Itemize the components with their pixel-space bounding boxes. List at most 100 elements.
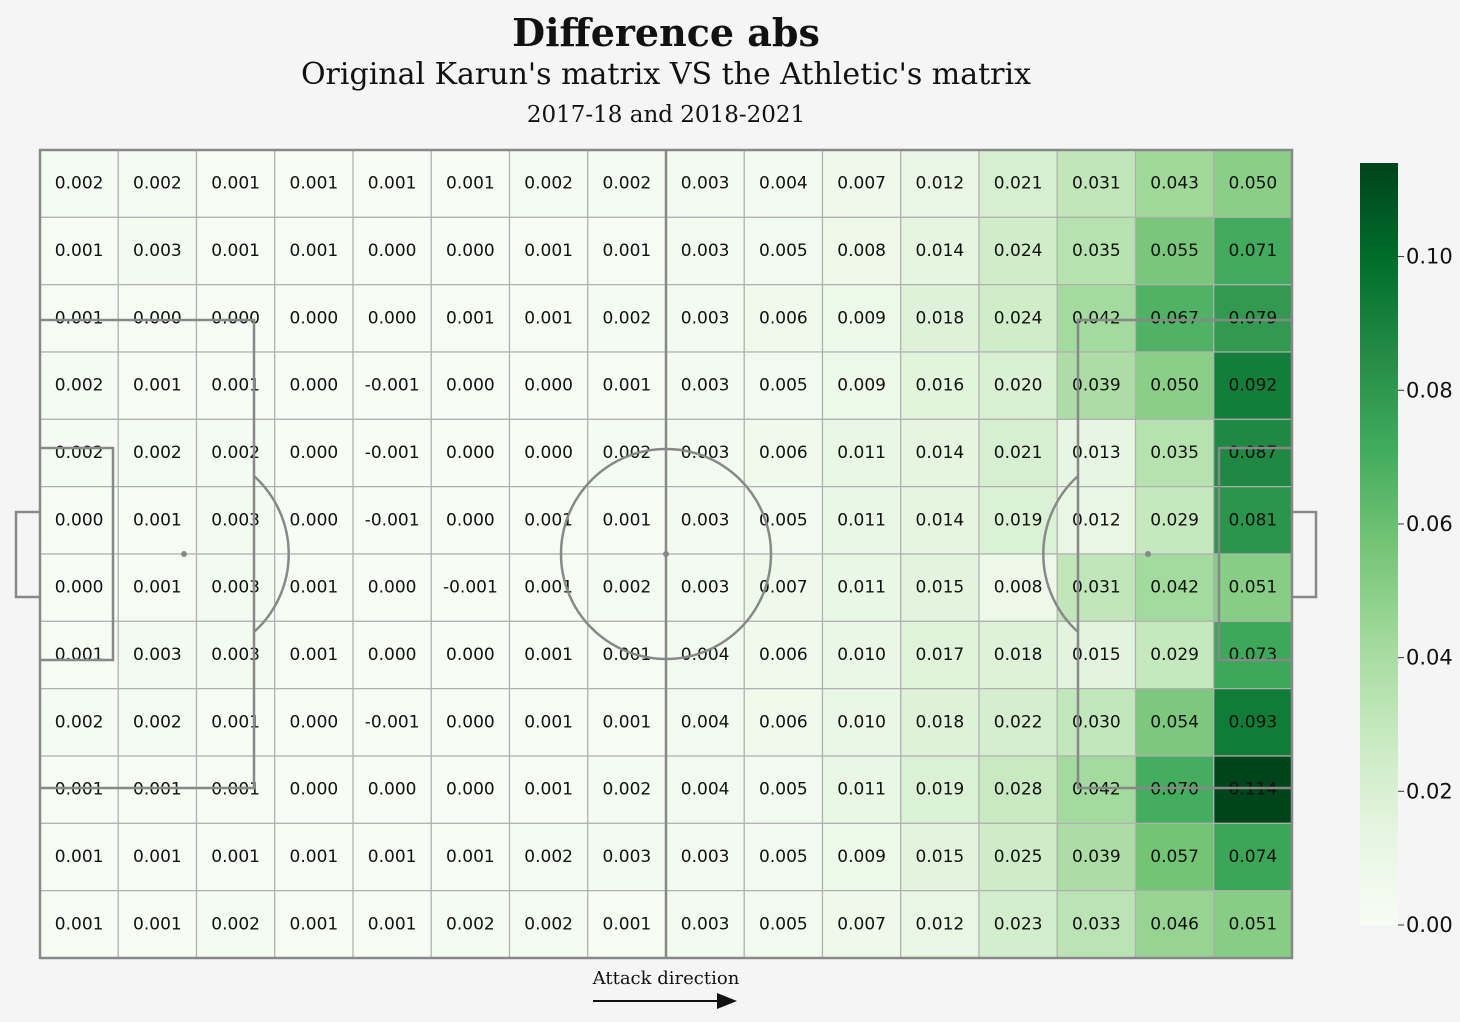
cell-value-label: 0.042	[1150, 578, 1199, 598]
heatmap-cell	[430, 822, 511, 892]
right-penalty-arc	[1042, 475, 1079, 633]
heatmap-cell	[587, 620, 667, 690]
cell-value-label: 0.006	[759, 645, 808, 665]
heatmap-cell	[1134, 755, 1215, 824]
heatmap-cell	[978, 284, 1058, 353]
heatmap-cell	[117, 351, 198, 420]
cell-value-label: 0.092	[1229, 376, 1278, 396]
colorbar-tick-label: 0.00	[1406, 913, 1453, 937]
cell-value-label: 0.001	[290, 174, 339, 194]
heatmap-cell	[1056, 486, 1137, 555]
heatmap-cell	[1056, 822, 1137, 892]
cell-value-label: 0.067	[1150, 308, 1199, 328]
heatmap-cell	[39, 486, 119, 555]
heatmap-cell	[508, 890, 589, 959]
heatmap-cell	[978, 620, 1058, 690]
heatmap-cell	[1056, 216, 1137, 286]
heatmap-cell	[1134, 486, 1215, 555]
heatmap-cell	[900, 553, 980, 622]
heatmap-cell	[117, 890, 198, 959]
heatmap-cell	[508, 418, 589, 488]
cell-value-label: 0.011	[837, 578, 886, 598]
cell-value-label: 0.114	[1229, 780, 1278, 800]
colorbar-tick-label: 0.08	[1406, 378, 1453, 402]
heatmap-cell	[1213, 822, 1293, 892]
heatmap-cell	[900, 688, 980, 757]
cell-value-label: -0.001	[365, 443, 420, 463]
cell-value-label: 0.000	[446, 376, 495, 396]
cell-value-label: 0.000	[446, 645, 495, 665]
cell-value-label: 0.002	[211, 443, 260, 463]
cell-value-label: 0.000	[368, 241, 417, 261]
cell-value-label: 0.007	[837, 174, 886, 194]
cell-value-label: 0.001	[524, 712, 573, 732]
heatmap-cell	[352, 486, 432, 555]
colorbar-tick-label: 0.10	[1406, 245, 1453, 269]
cell-value-label: 0.000	[55, 510, 104, 530]
cell-value-label: 0.000	[368, 308, 417, 328]
heatmap-cell	[1213, 620, 1293, 690]
heatmap-cell	[978, 351, 1058, 420]
cell-value-label: 0.001	[446, 308, 495, 328]
cell-value-label: 0.006	[759, 308, 808, 328]
cell-value-label: 0.046	[1150, 914, 1199, 934]
cell-value-label: 0.093	[1229, 712, 1278, 732]
cell-value-label: 0.003	[681, 847, 730, 867]
heatmap-cell	[39, 620, 119, 690]
heatmap-cell	[1056, 418, 1137, 488]
heatmap-cell	[821, 553, 902, 622]
heatmap-cell	[430, 216, 511, 286]
heatmap-cell	[587, 822, 667, 892]
cell-value-label: 0.015	[1072, 645, 1121, 665]
cell-value-label: 0.001	[290, 847, 339, 867]
heatmap-cell	[1134, 688, 1215, 757]
cell-value-label: 0.001	[524, 645, 573, 665]
heatmap-cell	[352, 620, 432, 690]
cell-value-label: 0.005	[759, 241, 808, 261]
cell-value-label: 0.000	[524, 376, 573, 396]
cell-value-label: 0.001	[290, 578, 339, 598]
heatmap-cell	[743, 149, 824, 218]
cell-value-label: 0.001	[524, 308, 573, 328]
heatmap-cell	[665, 755, 745, 824]
cell-value-label: 0.003	[211, 578, 260, 598]
heatmap-cell	[430, 890, 511, 959]
cell-value-label: 0.019	[994, 510, 1043, 530]
cell-value-label: 0.019	[916, 780, 965, 800]
cell-value-label: 0.028	[994, 780, 1043, 800]
heatmap-cell	[1213, 553, 1293, 622]
heatmap-cell	[117, 284, 198, 353]
left-penalty-box	[40, 318, 256, 790]
cell-value-label: 0.000	[446, 780, 495, 800]
cell-value-label: 0.050	[1150, 376, 1199, 396]
attack-direction: Attack direction	[592, 968, 740, 1009]
heatmap-cell	[508, 486, 589, 555]
heatmap-cell	[587, 418, 667, 488]
heatmap-cell	[900, 890, 980, 959]
chart-seasons: 2017-18 and 2018-2021	[526, 102, 806, 128]
heatmap-cell	[352, 216, 432, 286]
cell-value-label: 0.035	[1150, 443, 1199, 463]
right-penalty-box	[1076, 318, 1292, 790]
heatmap-cell	[587, 688, 667, 757]
cell-value-label: 0.001	[524, 780, 573, 800]
cell-value-label: 0.081	[1229, 510, 1278, 530]
cell-value-label: 0.000	[524, 443, 573, 463]
cell-value-label: 0.025	[994, 847, 1043, 867]
cell-value-label: 0.001	[211, 780, 260, 800]
heatmap-cell	[978, 688, 1058, 757]
cell-value-label: 0.031	[1072, 174, 1121, 194]
heatmap-cell	[117, 418, 198, 488]
cell-value-label: 0.051	[1229, 578, 1278, 598]
cell-value-label: 0.003	[681, 510, 730, 530]
cell-value-label: 0.004	[681, 712, 730, 732]
cell-value-label: 0.002	[524, 847, 573, 867]
cell-value-label: 0.074	[1229, 847, 1278, 867]
cell-value-label: 0.033	[1072, 914, 1121, 934]
heatmap-cell	[1213, 755, 1293, 824]
heatmap-cell	[352, 418, 432, 488]
cell-value-label: 0.001	[603, 376, 652, 396]
heatmap-cell	[195, 620, 276, 690]
cell-value-label: 0.087	[1229, 443, 1278, 463]
cell-value-label: 0.024	[994, 241, 1043, 261]
